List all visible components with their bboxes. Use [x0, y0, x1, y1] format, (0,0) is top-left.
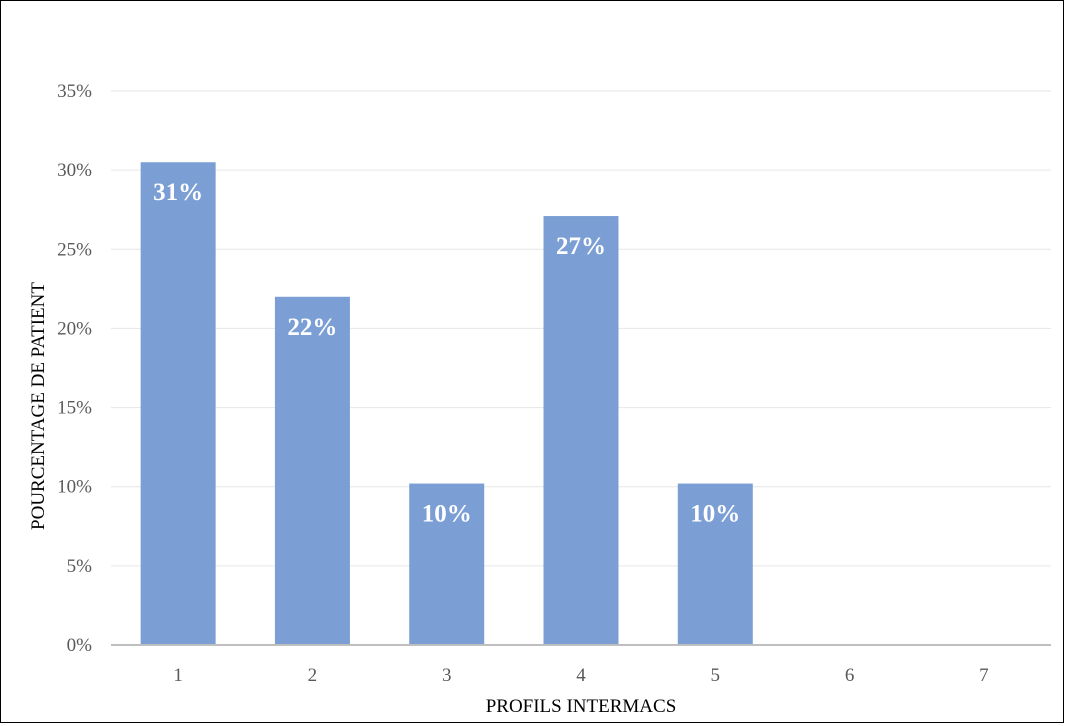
y-axis-title: POURCENTAGE DE PATIENT — [28, 282, 49, 530]
y-axis-ticks: 0% 5% 10% 15% 20% 25% 30% 35% — [57, 81, 92, 656]
x-tick-label: 2 — [308, 665, 318, 686]
bars — [140, 162, 753, 645]
y-tick-label: 35% — [57, 81, 92, 102]
data-label: 22% — [287, 314, 337, 341]
y-tick-label: 15% — [57, 398, 92, 419]
data-label: 10% — [422, 501, 472, 528]
x-tick-label: 3 — [442, 665, 452, 686]
y-tick-label: 30% — [57, 160, 92, 181]
bar — [274, 296, 350, 645]
y-tick-label: 20% — [57, 318, 92, 339]
data-label: 31% — [153, 179, 203, 206]
x-tick-label: 4 — [576, 665, 586, 686]
data-label: 27% — [556, 233, 606, 260]
y-tick-label: 0% — [67, 635, 93, 656]
data-label: 10% — [690, 501, 740, 528]
x-tick-label: 6 — [845, 665, 855, 686]
y-tick-label: 25% — [57, 239, 92, 260]
bar — [677, 483, 753, 645]
x-tick-label: 1 — [173, 665, 183, 686]
bar — [543, 216, 619, 645]
x-axis-title: PROFILS INTERMACS — [486, 696, 677, 717]
data-labels: 31% 22% 10% 27% 10% — [153, 179, 740, 527]
bar — [140, 162, 216, 645]
y-tick-label: 5% — [67, 556, 93, 577]
y-tick-label: 10% — [57, 477, 92, 498]
bar — [409, 483, 485, 645]
x-tick-label: 5 — [711, 665, 721, 686]
x-axis-ticks: 1 2 3 4 5 6 7 — [173, 665, 988, 686]
x-tick-label: 7 — [979, 665, 989, 686]
